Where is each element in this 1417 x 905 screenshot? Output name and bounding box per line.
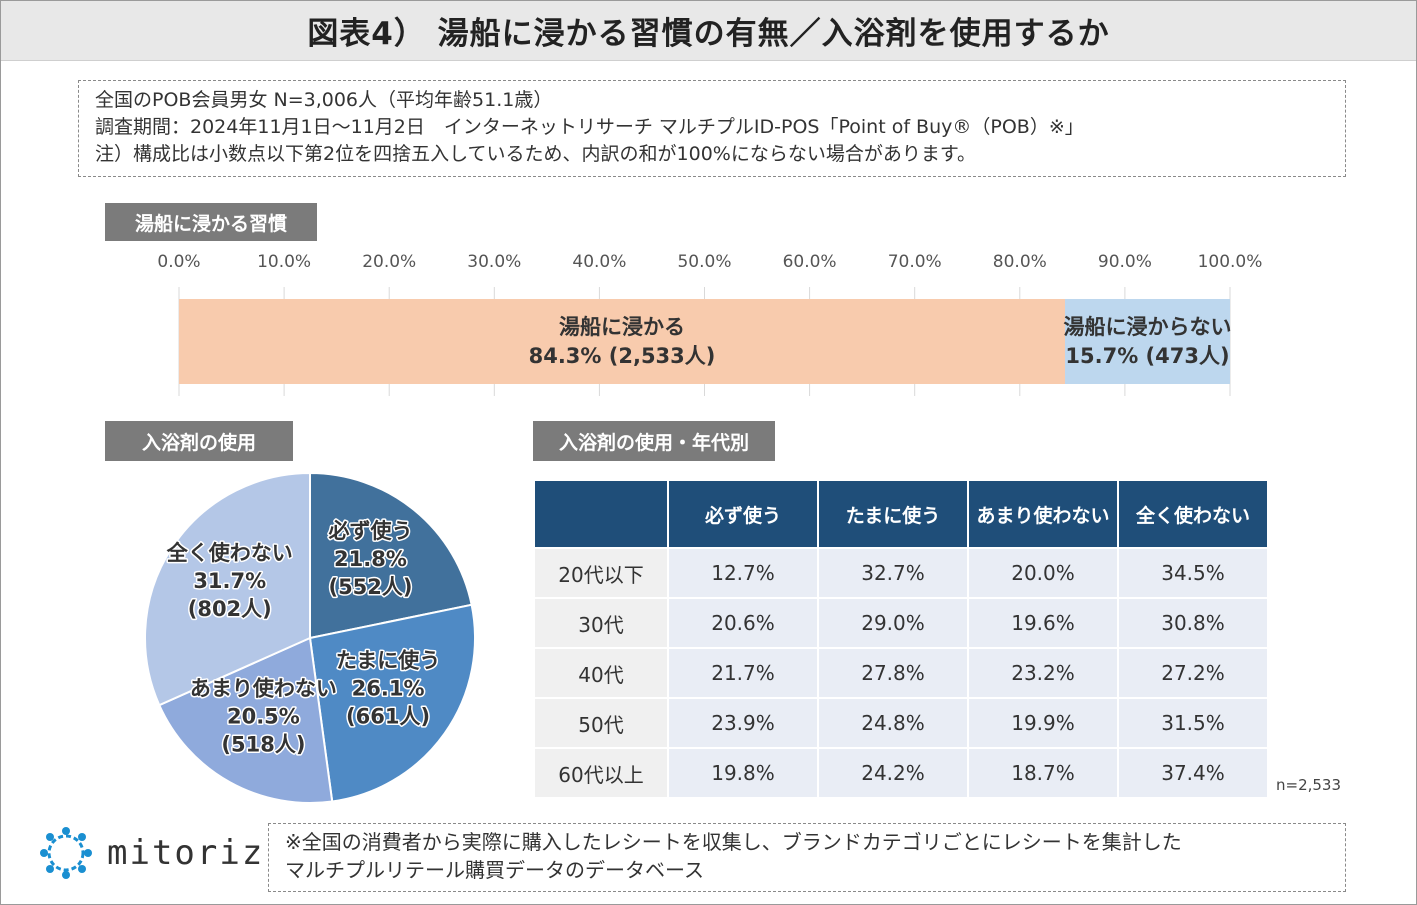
tick-label: 70.0%: [888, 252, 942, 272]
tick-label: 30.0%: [467, 252, 521, 272]
bath-salt-pie-chart: 必ず使う 21.8% (552人) たまに使う 26.1% (661人) あまり使わない 20…: [144, 471, 476, 804]
table-cell: 29.0%: [819, 599, 967, 647]
table-header-corner: [535, 481, 667, 547]
table-cell: 20.0%: [969, 549, 1117, 597]
table-cell: 21.7%: [669, 649, 817, 697]
note-line: 注）構成比は小数点以下第2位を四捨五入しているため、内訳の和が100%にならない…: [95, 143, 976, 165]
bar-segment: [179, 299, 1065, 384]
table-cell: 32.7%: [819, 549, 967, 597]
tick-label: 40.0%: [572, 252, 626, 272]
table-row: 30代 20.6% 29.0% 19.6% 30.8%: [535, 599, 1267, 647]
pie-slice: [144, 471, 311, 707]
pie-value-label: 20.5%: [227, 705, 300, 729]
pie-count-label: (802人): [188, 597, 272, 621]
table-cell: 31.5%: [1119, 699, 1267, 747]
pie-count-label: (552人): [328, 575, 412, 599]
tick-label: 20.0%: [362, 252, 416, 272]
table-cell: 24.8%: [819, 699, 967, 747]
sample-size-note: n=2,533: [1276, 776, 1342, 794]
bar-category-label: 湯船に浸かる: [559, 315, 685, 339]
bar-value-label: 84.3% (2,533人): [529, 344, 716, 368]
table-cell: 37.4%: [1119, 749, 1267, 797]
pie-count-label: (661人): [346, 704, 430, 728]
tick-label: 60.0%: [783, 252, 837, 272]
tick-label: 50.0%: [677, 252, 731, 272]
section-label-bath: 湯船に浸かる習慣: [105, 203, 317, 241]
row-age-label: 40代: [535, 649, 667, 697]
table-row: 40代 21.7% 27.8% 23.2% 27.2%: [535, 649, 1267, 697]
tick-label: 90.0%: [1098, 252, 1152, 272]
table-cell: 27.2%: [1119, 649, 1267, 697]
table-row: 60代以上 19.8% 24.2% 18.7% 37.4%: [535, 749, 1267, 797]
pie-category-label: あまり使わない: [190, 677, 337, 701]
age-usage-table: 必ず使う たまに使う あまり使わない 全く使わない 20代以下 12.7% 32…: [533, 479, 1269, 799]
row-age-label: 30代: [535, 599, 667, 647]
footnote-line: マルチプルリテール購買データのデータベース: [285, 858, 704, 882]
pie-value-label: 31.7%: [193, 569, 266, 593]
figure-title: 図表4） 湯船に浸かる習慣の有無／入浴剤を使用するか: [1, 1, 1416, 61]
logo-mark-icon: [40, 827, 92, 879]
row-age-label: 50代: [535, 699, 667, 747]
table-cell: 12.7%: [669, 549, 817, 597]
pie-value-label: 21.8%: [334, 547, 407, 571]
footnote: ※全国の消費者から実際に購入したレシートを収集し、ブランドカテゴリごとにレシート…: [268, 823, 1346, 892]
table-cell: 19.8%: [669, 749, 817, 797]
section-label-by-age: 入浴剤の使用・年代別: [533, 421, 775, 461]
pie-count-label: (518人): [221, 733, 305, 757]
table-header-cell: あまり使わない: [969, 481, 1117, 547]
tick-label: 100.0%: [1198, 252, 1263, 272]
table-cell: 27.8%: [819, 649, 967, 697]
survey-notes: 全国のPOB会員男女 N=3,006人（平均年齢51.1歳） 調査期間：2024…: [78, 80, 1346, 177]
tick-label: 80.0%: [993, 252, 1047, 272]
bar-category-label: 湯船に浸からない: [1063, 315, 1231, 339]
note-line: 全国のPOB会員男女 N=3,006人（平均年齢51.1歳）: [95, 89, 553, 111]
pie-value-label: 26.1%: [352, 676, 425, 700]
bar-value-label: 15.7% (473人): [1065, 344, 1229, 368]
pie-category-label: 全く使わない: [166, 541, 293, 565]
tick-label: 10.0%: [257, 252, 311, 272]
pie-category-label: たまに使う: [336, 648, 440, 672]
table-cell: 23.2%: [969, 649, 1117, 697]
note-line: 調査期間：2024年11月1日～11月2日 インターネットリサーチ マルチプルI…: [95, 116, 1084, 138]
tick-label: 0.0%: [157, 252, 200, 272]
table-header-cell: たまに使う: [819, 481, 967, 547]
bar-segment: [1064, 299, 1230, 384]
table-header-cell: 全く使わない: [1119, 481, 1267, 547]
table-cell: 20.6%: [669, 599, 817, 647]
pie-slice: [309, 471, 473, 640]
row-age-label: 20代以下: [535, 549, 667, 597]
table-row: 20代以下 12.7% 32.7% 20.0% 34.5%: [535, 549, 1267, 597]
row-age-label: 60代以上: [535, 749, 667, 797]
footnote-line: ※全国の消費者から実際に購入したレシートを収集し、ブランドカテゴリごとにレシート…: [285, 830, 1182, 854]
pie-slice: [157, 636, 334, 804]
table-cell: 19.6%: [969, 599, 1117, 647]
table-cell: 18.7%: [969, 749, 1117, 797]
table-row: 50代 23.9% 24.8% 19.9% 31.5%: [535, 699, 1267, 747]
mitoriz-logo: mitoriz: [35, 822, 264, 884]
pie-slice: [308, 603, 476, 803]
table-cell: 19.9%: [969, 699, 1117, 747]
table-cell: 34.5%: [1119, 549, 1267, 597]
table-header-row: 必ず使う たまに使う あまり使わない 全く使わない: [535, 481, 1267, 547]
table-cell: 23.9%: [669, 699, 817, 747]
table-cell: 24.2%: [819, 749, 967, 797]
table-header-cell: 必ず使う: [669, 481, 817, 547]
table-cell: 30.8%: [1119, 599, 1267, 647]
pie-category-label: 必ず使う: [328, 519, 412, 543]
bath-habit-bar-chart: 0.0% 10.0% 20.0% 30.0% 40.0% 50.0% 60.0% 70.0% 8…: [157, 252, 1263, 396]
section-label-bath-salt: 入浴剤の使用: [105, 421, 293, 461]
logo-text: mitoriz: [107, 833, 265, 873]
